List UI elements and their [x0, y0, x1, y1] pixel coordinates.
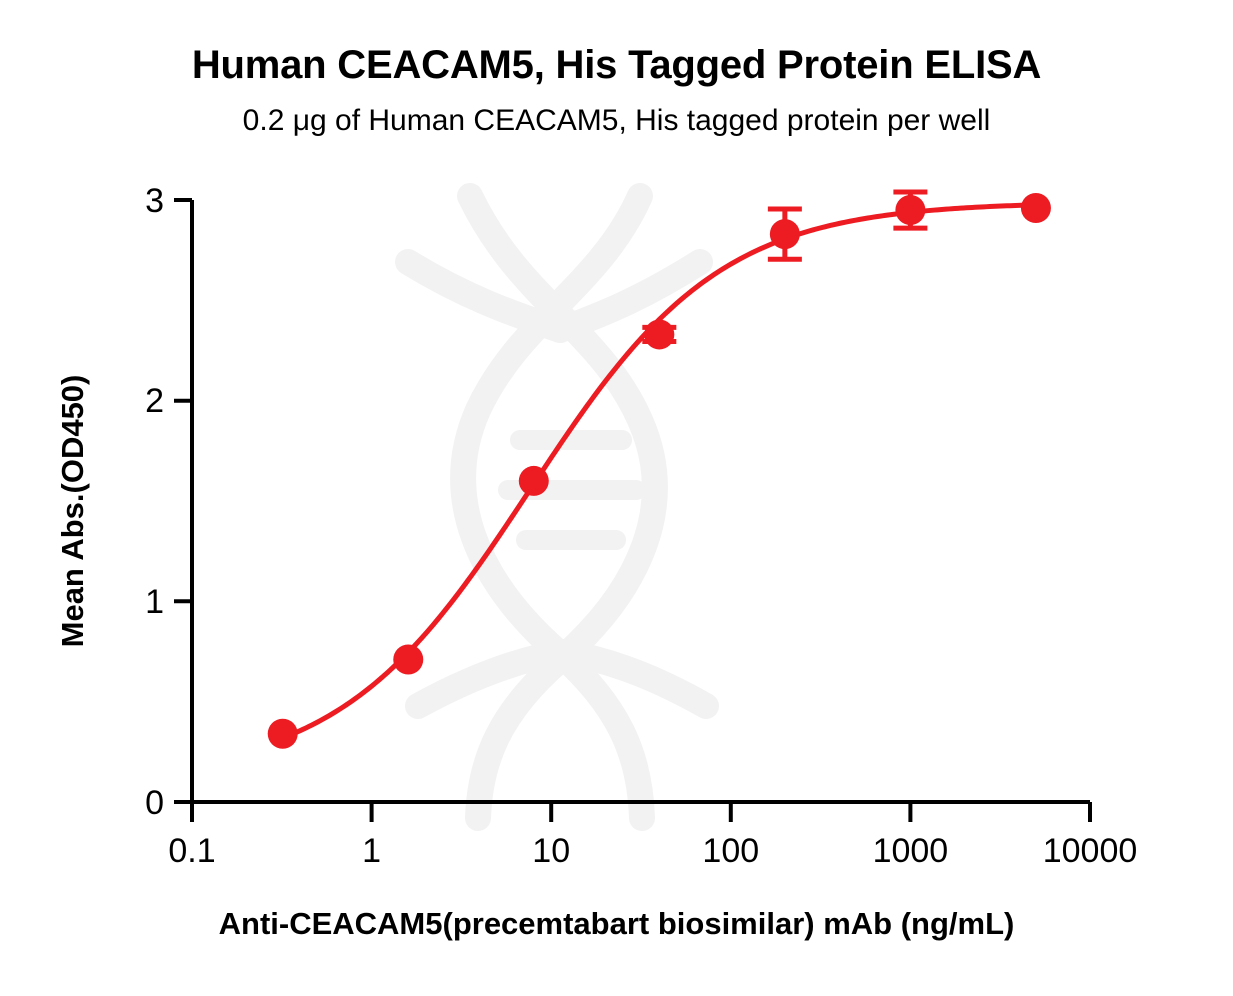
- x-axis-ticks: [190, 802, 1092, 822]
- data-point-marker: [644, 319, 675, 350]
- data-point-marker: [267, 718, 298, 749]
- x-tick-label: 1000: [873, 832, 949, 870]
- chart-subtitle: 0.2 μg of Human CEACAM5, His tagged prot…: [242, 104, 991, 137]
- x-tick-label: 10000: [1043, 832, 1138, 870]
- y-axis-ticks: [174, 198, 192, 804]
- x-axis-title: Anti-CEACAM5(precemtabart biosimilar) mA…: [218, 906, 1015, 941]
- data-point-marker: [769, 219, 800, 250]
- data-point-marker: [895, 195, 926, 226]
- x-tick-label: 1: [362, 832, 381, 870]
- y-axis-tick-labels: 0 1 2 3: [145, 182, 164, 822]
- y-tick-label: 0: [145, 784, 164, 822]
- data-point-marker: [1020, 193, 1051, 224]
- data-point-series: [267, 193, 1051, 749]
- y-tick-label: 1: [145, 583, 164, 621]
- data-point-marker: [518, 465, 549, 496]
- y-tick-label: 2: [145, 382, 164, 420]
- x-axis-tick-labels: 0.1 1 10 100 1000 10000: [168, 832, 1137, 870]
- chart-title: Human CEACAM5, His Tagged Protein ELISA: [191, 43, 1042, 87]
- data-point-marker: [393, 644, 424, 675]
- dna-helix-watermark: [395, 183, 719, 831]
- x-tick-label: 0.1: [168, 832, 215, 870]
- y-tick-label: 3: [145, 182, 164, 220]
- x-tick-label: 100: [702, 832, 759, 870]
- x-tick-label: 10: [532, 832, 570, 870]
